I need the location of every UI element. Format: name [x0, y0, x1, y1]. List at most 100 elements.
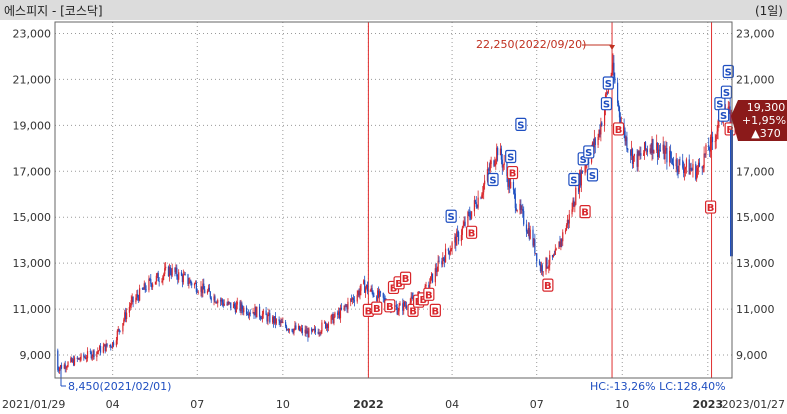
candle-body [396, 307, 398, 315]
price-box-price: 19,300 [747, 101, 786, 114]
y-tick-label-left: 23,000 [13, 27, 52, 40]
candle-body [230, 302, 232, 309]
candle-body [97, 351, 99, 352]
candle-body [516, 210, 518, 212]
sell-signal-box [600, 97, 613, 111]
candle-body [431, 273, 434, 283]
candle-body [640, 153, 642, 156]
candle-body [363, 280, 365, 285]
candle-body [219, 300, 222, 302]
candle-body [460, 234, 462, 242]
candle-body [644, 142, 647, 150]
candle-body [571, 209, 573, 215]
candle-body [96, 351, 98, 358]
candle-body [102, 346, 104, 353]
candle-body [482, 192, 484, 195]
candle-body [463, 221, 465, 226]
candle-body [464, 221, 466, 226]
candle-body [488, 169, 490, 171]
candle-body [262, 310, 264, 315]
candle-body [364, 280, 366, 293]
candle-body [141, 288, 144, 290]
candle-body [370, 288, 372, 291]
candle-body [716, 131, 718, 136]
candle-body [577, 187, 580, 192]
candle-body [436, 271, 438, 273]
candle-body [632, 155, 635, 164]
buy-signal-letter: B [544, 281, 552, 292]
candle-body [611, 70, 613, 76]
candle-body [174, 267, 176, 273]
candle-body [112, 342, 115, 346]
candle-body [246, 314, 249, 315]
sell-signal-letter: S [585, 148, 592, 159]
candle-body [196, 291, 198, 293]
candle-body [203, 283, 205, 290]
candle-body [190, 280, 192, 283]
candle-body [351, 298, 353, 300]
candle-body [183, 273, 185, 275]
candle-body [365, 284, 368, 288]
candle-body [679, 159, 681, 161]
candle-body [189, 280, 191, 284]
candle-body [167, 266, 170, 277]
candle-body [565, 225, 568, 231]
candle-body [399, 303, 401, 306]
candle-body [168, 267, 170, 277]
candle-body [267, 314, 269, 322]
candle-body [710, 136, 713, 138]
candle-body [209, 291, 211, 298]
candle-body [308, 328, 310, 338]
candle-body [555, 248, 557, 250]
candle-body [671, 158, 674, 164]
candle-body [58, 369, 60, 371]
buy-signal-letter: B [419, 295, 427, 306]
candle-body [643, 153, 645, 156]
candle-body [229, 302, 231, 304]
x-tick-label: 07 [190, 398, 204, 411]
candle-body [148, 278, 150, 291]
candle-body [698, 162, 701, 167]
candle-body [592, 142, 595, 148]
candle-body [301, 328, 303, 333]
candle-body [116, 330, 118, 341]
candle-body [451, 242, 453, 250]
candle-body [612, 62, 614, 71]
candle-body [646, 149, 648, 153]
buy-signal-letter: B [365, 306, 373, 317]
candle-body [383, 297, 385, 299]
candle-body [260, 318, 263, 320]
candle-body [717, 120, 719, 132]
candle-body [266, 315, 268, 322]
candle-body [503, 162, 505, 166]
sell-signal-letter: S [716, 100, 723, 111]
candle-body [80, 354, 82, 360]
candle-body [521, 209, 523, 210]
candle-body [689, 168, 691, 175]
candle-body [572, 200, 574, 210]
candle-body [704, 153, 706, 155]
buy-signal-letter: B [432, 306, 440, 317]
candle-body [444, 258, 446, 263]
candle-body [715, 135, 717, 142]
candle-body [507, 176, 509, 187]
candle-body [579, 172, 582, 186]
candle-body [242, 309, 244, 313]
candle-body [117, 328, 119, 331]
candle-body [666, 147, 668, 163]
candle-body [489, 164, 491, 171]
sell-signal-letter: S [580, 155, 587, 166]
candle-body [119, 330, 121, 332]
candle-body [552, 254, 555, 258]
candle-body [156, 273, 158, 276]
buy-signal-box [384, 299, 396, 313]
candle-body [656, 142, 658, 151]
candle-body [523, 210, 525, 225]
candle-body [438, 260, 440, 262]
candle-body [291, 328, 293, 332]
candle-body [657, 149, 660, 157]
candle-body [434, 268, 436, 283]
candle-body [630, 150, 632, 156]
x-tick-label: 10 [615, 398, 629, 411]
y-tick-label-left: 17,000 [13, 165, 52, 178]
